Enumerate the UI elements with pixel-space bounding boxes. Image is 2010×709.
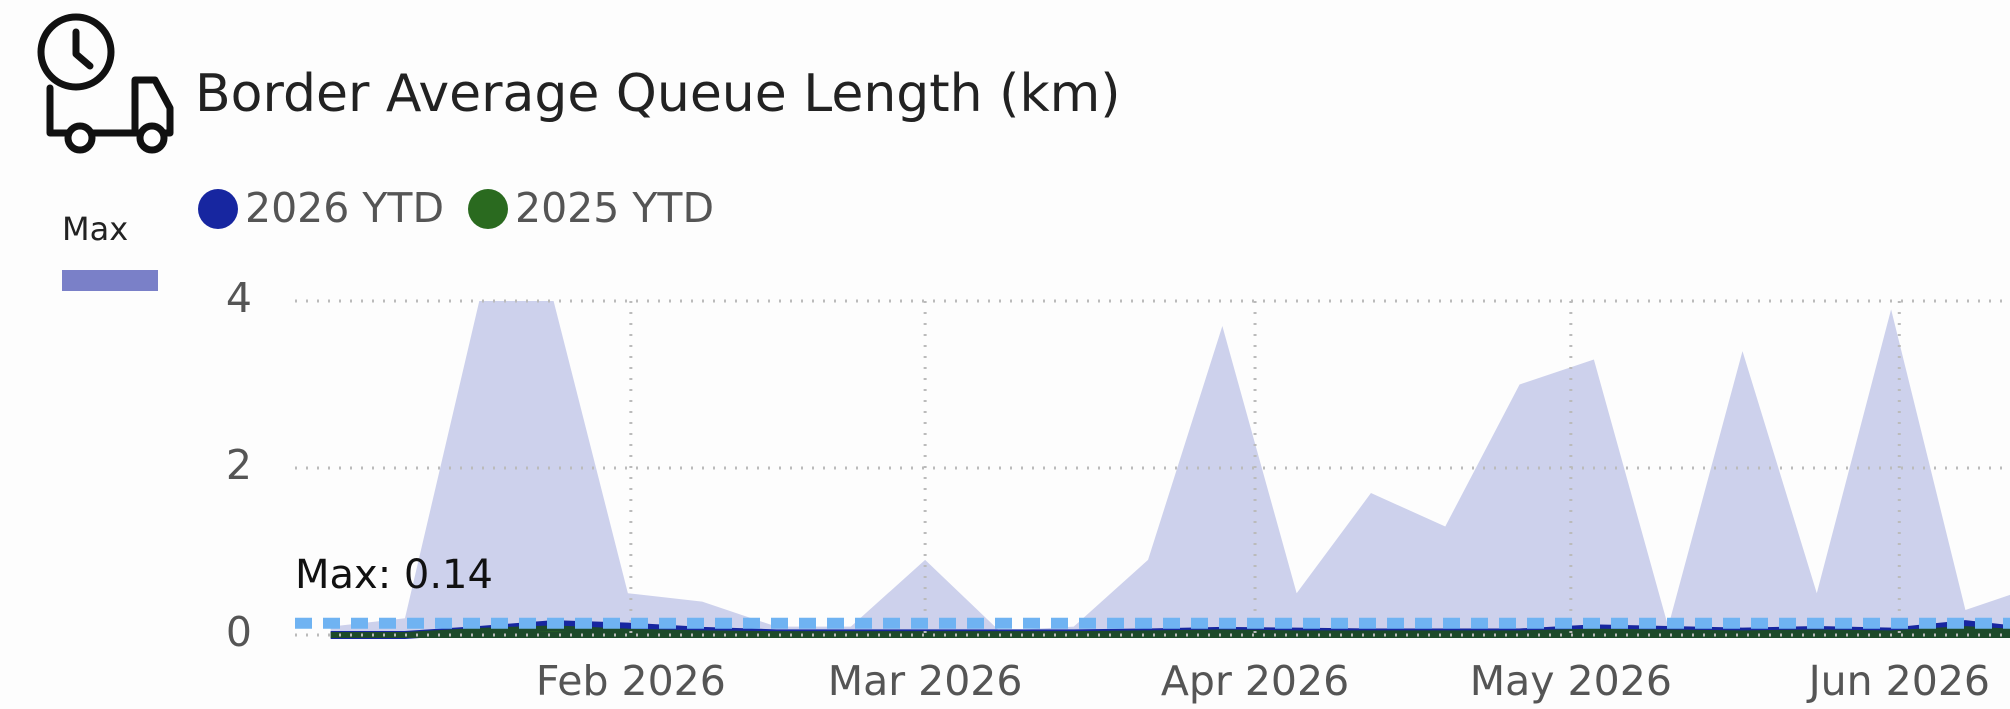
legend-label: 2026 YTD xyxy=(245,184,444,232)
area xyxy=(330,625,2010,638)
x-tick-label: Jun 2026 xyxy=(1806,657,1990,705)
truck-clock-icon xyxy=(37,13,174,154)
x-tick-label: May 2026 xyxy=(1470,657,1672,705)
legend-label: 2025 YTD xyxy=(515,184,714,232)
y-tick-label: 0 xyxy=(226,608,252,656)
legend-swatch xyxy=(62,270,158,291)
y-tick-label: 4 xyxy=(226,274,252,322)
y-tick-label: 2 xyxy=(226,441,252,489)
legend-marker xyxy=(468,189,508,229)
reference-label: Max: 0.14 xyxy=(295,552,493,598)
x-tick-label: Mar 2026 xyxy=(828,657,1023,705)
legend-marker xyxy=(198,189,238,229)
x-tick-label: Feb 2026 xyxy=(536,657,726,705)
legend-label: Max xyxy=(62,210,128,248)
chart-title: Border Average Queue Length (km) xyxy=(195,64,1121,124)
area xyxy=(330,301,2010,635)
x-tick-label: Apr 2026 xyxy=(1161,657,1349,705)
